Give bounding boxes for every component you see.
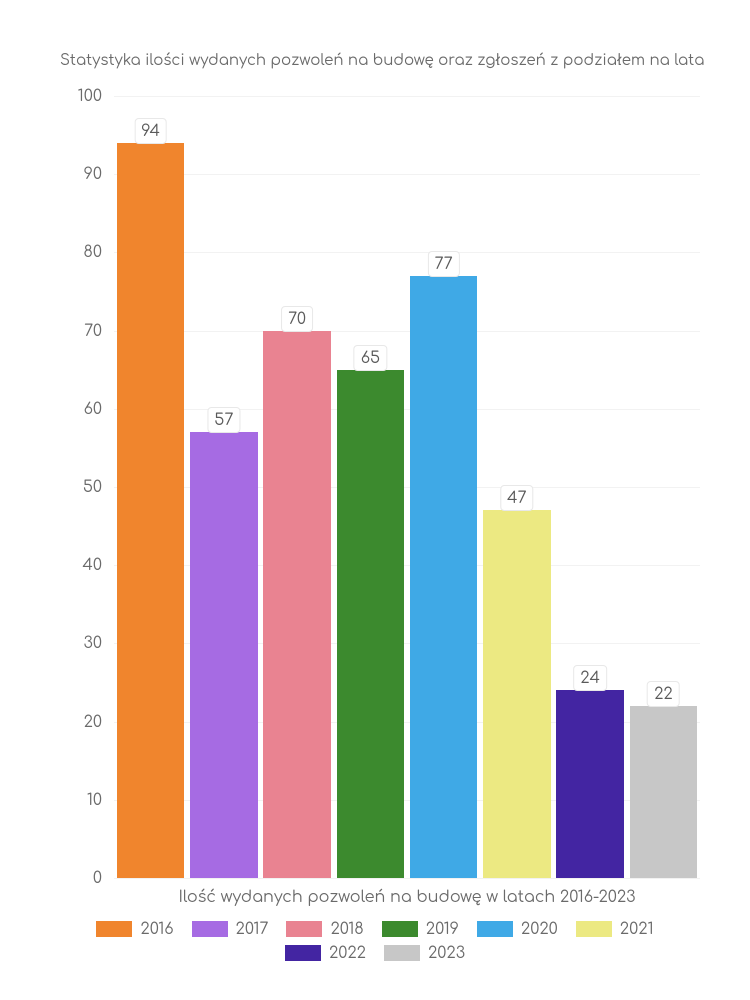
bar: 65 (337, 370, 404, 878)
y-tick-label: 80 (83, 243, 114, 261)
y-tick-label: 50 (83, 478, 114, 496)
bar-value-label: 70 (281, 306, 313, 332)
bar-value-label: 65 (354, 345, 387, 371)
bar: 77 (410, 276, 477, 878)
legend-label: 2023 (428, 944, 465, 962)
legend-swatch (286, 921, 322, 937)
legend-item: 2021 (576, 920, 654, 938)
bar: 70 (263, 331, 330, 878)
bar-value-label: 24 (573, 665, 607, 691)
gridline (114, 174, 700, 175)
legend-swatch (96, 921, 132, 937)
bar: 24 (556, 690, 623, 878)
legend-label: 2019 (426, 920, 459, 938)
legend-swatch (382, 921, 418, 937)
bar: 22 (630, 706, 697, 878)
bar-value-label: 47 (500, 485, 533, 511)
gridline (114, 409, 700, 410)
y-tick-label: 70 (84, 322, 114, 340)
x-axis-label: Ilość wydanych pozwoleń na budowę w lata… (178, 888, 635, 906)
legend-label: 2018 (330, 920, 363, 938)
gridline (114, 331, 700, 332)
legend-swatch (285, 945, 321, 961)
y-tick-label: 60 (84, 400, 114, 418)
y-tick-label: 10 (87, 791, 114, 809)
plot-area: 01020304050607080901009457706577472422Il… (114, 96, 700, 878)
bar: 57 (190, 432, 257, 878)
legend: 2016 2017 2018 2019 2020 2021 2022 2023 (75, 920, 675, 962)
y-tick-label: 40 (83, 556, 115, 574)
legend-label: 2020 (521, 920, 558, 938)
gridline (114, 252, 700, 253)
bar-value-label: 77 (428, 251, 460, 277)
legend-item: 2017 (192, 920, 269, 938)
legend-swatch (384, 945, 420, 961)
bar-value-label: 94 (134, 118, 167, 144)
gridline (114, 878, 700, 879)
bar-value-label: 22 (647, 681, 680, 707)
legend-swatch (192, 921, 228, 937)
y-tick-label: 20 (84, 713, 114, 731)
bar: 94 (117, 143, 184, 878)
legend-swatch (576, 921, 612, 937)
legend-item: 2018 (286, 920, 363, 938)
y-tick-label: 100 (78, 87, 114, 105)
bar: 47 (483, 510, 550, 878)
legend-item: 2019 (382, 920, 459, 938)
y-tick-label: 0 (93, 869, 114, 887)
chart-title: Statystyka ilości wydanych pozwoleń na b… (60, 52, 704, 69)
legend-label: 2017 (236, 920, 269, 938)
y-tick-label: 30 (84, 634, 115, 652)
y-tick-label: 90 (84, 165, 114, 183)
legend-item: 2022 (285, 944, 366, 962)
legend-item: 2023 (384, 944, 465, 962)
gridline (114, 96, 700, 97)
legend-label: 2016 (140, 920, 173, 938)
legend-label: 2022 (329, 944, 366, 962)
legend-swatch (477, 921, 513, 937)
bar-value-label: 57 (207, 407, 240, 433)
legend-item: 2016 (96, 920, 173, 938)
legend-label: 2021 (620, 920, 654, 938)
legend-item: 2020 (477, 920, 558, 938)
